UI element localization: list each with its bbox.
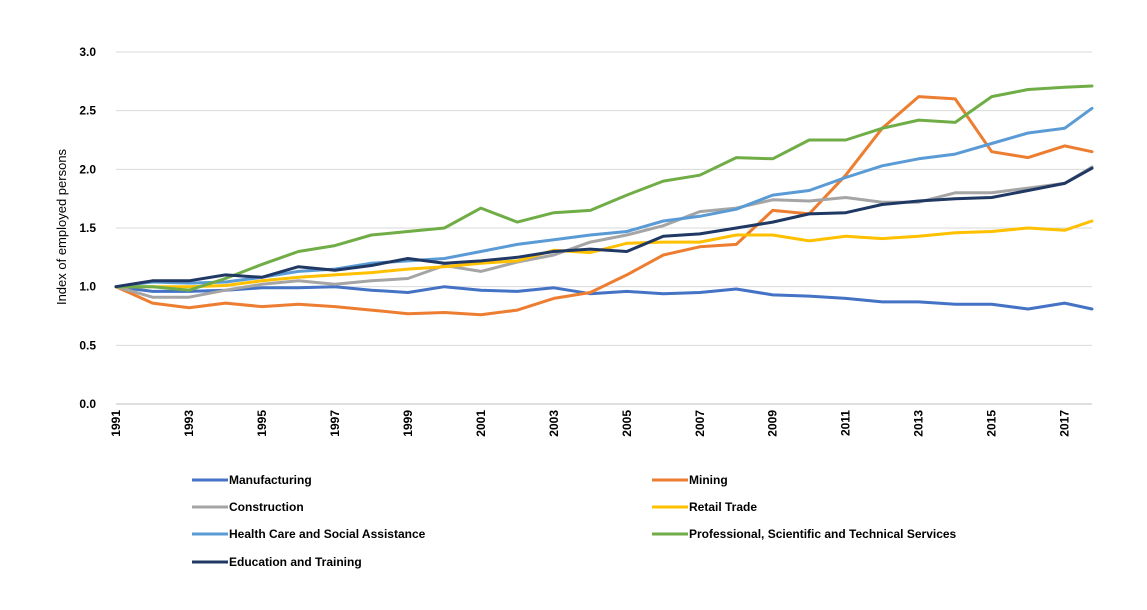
y-axis-label: Index of employed persons bbox=[54, 148, 69, 305]
x-tick-label: 2017 bbox=[1058, 410, 1072, 437]
legend-label: Construction bbox=[229, 500, 304, 514]
series-line-construction bbox=[114, 165, 1094, 299]
x-tick-label: 2005 bbox=[620, 410, 634, 437]
legend-label: Manufacturing bbox=[229, 473, 312, 487]
series-lines bbox=[114, 84, 1094, 317]
x-tick-labels: 1991 1993 1995 1997 1999 2001 2003 2005 2007 2009… bbox=[109, 410, 1072, 437]
y-tick-label: 0.0 bbox=[79, 397, 96, 411]
x-tick-label: 2007 bbox=[693, 410, 707, 437]
legend-label: Retail Trade bbox=[689, 500, 757, 514]
legend-label: Mining bbox=[689, 473, 728, 487]
series-line-manufacturing bbox=[114, 285, 1094, 311]
legend-label: Professional, Scientific and Technical S… bbox=[689, 527, 957, 541]
series-line-mining bbox=[114, 95, 1094, 317]
x-tick-label: 1993 bbox=[182, 410, 196, 437]
y-tick-label: 0.5 bbox=[79, 338, 96, 352]
x-tick-label: 1995 bbox=[255, 410, 269, 437]
x-tick-label: 2015 bbox=[985, 410, 999, 437]
x-tick-label: 2013 bbox=[912, 410, 926, 437]
y-tick-label: 2.5 bbox=[79, 104, 96, 118]
y-tick-label: 1.0 bbox=[79, 280, 96, 294]
x-tick-label: 2001 bbox=[474, 410, 488, 437]
series-line-retail-trade bbox=[114, 219, 1094, 289]
x-tick-label: 1999 bbox=[401, 410, 415, 437]
series-line-education-and-training bbox=[114, 166, 1094, 289]
legend-label: Health Care and Social Assistance bbox=[229, 527, 426, 541]
y-tick-label: 3.0 bbox=[79, 45, 96, 59]
series-line-professional-scientific-and-technical-services bbox=[114, 84, 1094, 292]
y-tick-label: 2.0 bbox=[79, 162, 96, 176]
legend: Manufacturing Mining Construction Retail Tr… bbox=[192, 473, 957, 569]
legend-label: Education and Training bbox=[229, 555, 362, 569]
series-line-health-care-and-social-assistance bbox=[114, 106, 1094, 289]
y-tick-labels: 0.0 0.5 1.0 1.5 2.0 2.5 3.0 bbox=[79, 45, 96, 411]
x-tick-label: 2003 bbox=[547, 410, 561, 437]
x-tick-label: 2009 bbox=[766, 410, 780, 437]
x-tick-label: 2011 bbox=[839, 410, 853, 436]
y-tick-label: 1.5 bbox=[79, 221, 96, 235]
x-tick-label: 1997 bbox=[328, 410, 342, 437]
x-tick-label: 1991 bbox=[109, 410, 123, 437]
